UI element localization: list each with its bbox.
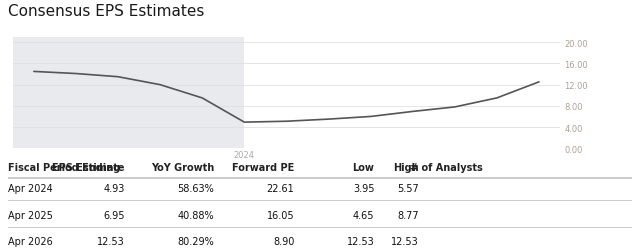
Text: Forward PE: Forward PE xyxy=(232,163,294,173)
Text: 80.29%: 80.29% xyxy=(178,236,214,246)
Text: 8.90: 8.90 xyxy=(273,236,294,246)
Bar xyxy=(13,38,244,149)
Text: 8.77: 8.77 xyxy=(397,210,419,220)
Text: Low: Low xyxy=(353,163,374,173)
Text: Consensus EPS Estimates: Consensus EPS Estimates xyxy=(8,4,204,19)
Text: EPS Estimate: EPS Estimate xyxy=(52,163,125,173)
Text: Apr 2025: Apr 2025 xyxy=(8,210,52,220)
Text: 5.57: 5.57 xyxy=(397,183,419,194)
Text: High: High xyxy=(394,163,419,173)
Text: 58.63%: 58.63% xyxy=(178,183,214,194)
Text: 6.95: 6.95 xyxy=(103,210,125,220)
Text: 16.05: 16.05 xyxy=(267,210,294,220)
Text: 2024: 2024 xyxy=(234,150,255,159)
Text: YoY Growth: YoY Growth xyxy=(151,163,214,173)
Text: 4.65: 4.65 xyxy=(353,210,374,220)
Text: Fiscal Period Ending: Fiscal Period Ending xyxy=(8,163,120,173)
Text: # of Analysts: # of Analysts xyxy=(410,163,483,173)
Text: 22.61: 22.61 xyxy=(267,183,294,194)
Text: 12.53: 12.53 xyxy=(392,236,419,246)
Text: 40.88%: 40.88% xyxy=(178,210,214,220)
Text: Apr 2024: Apr 2024 xyxy=(8,183,52,194)
Text: 12.53: 12.53 xyxy=(347,236,374,246)
Text: 4.93: 4.93 xyxy=(104,183,125,194)
Text: 3.95: 3.95 xyxy=(353,183,374,194)
Text: 12.53: 12.53 xyxy=(97,236,125,246)
Text: Apr 2026: Apr 2026 xyxy=(8,236,52,246)
